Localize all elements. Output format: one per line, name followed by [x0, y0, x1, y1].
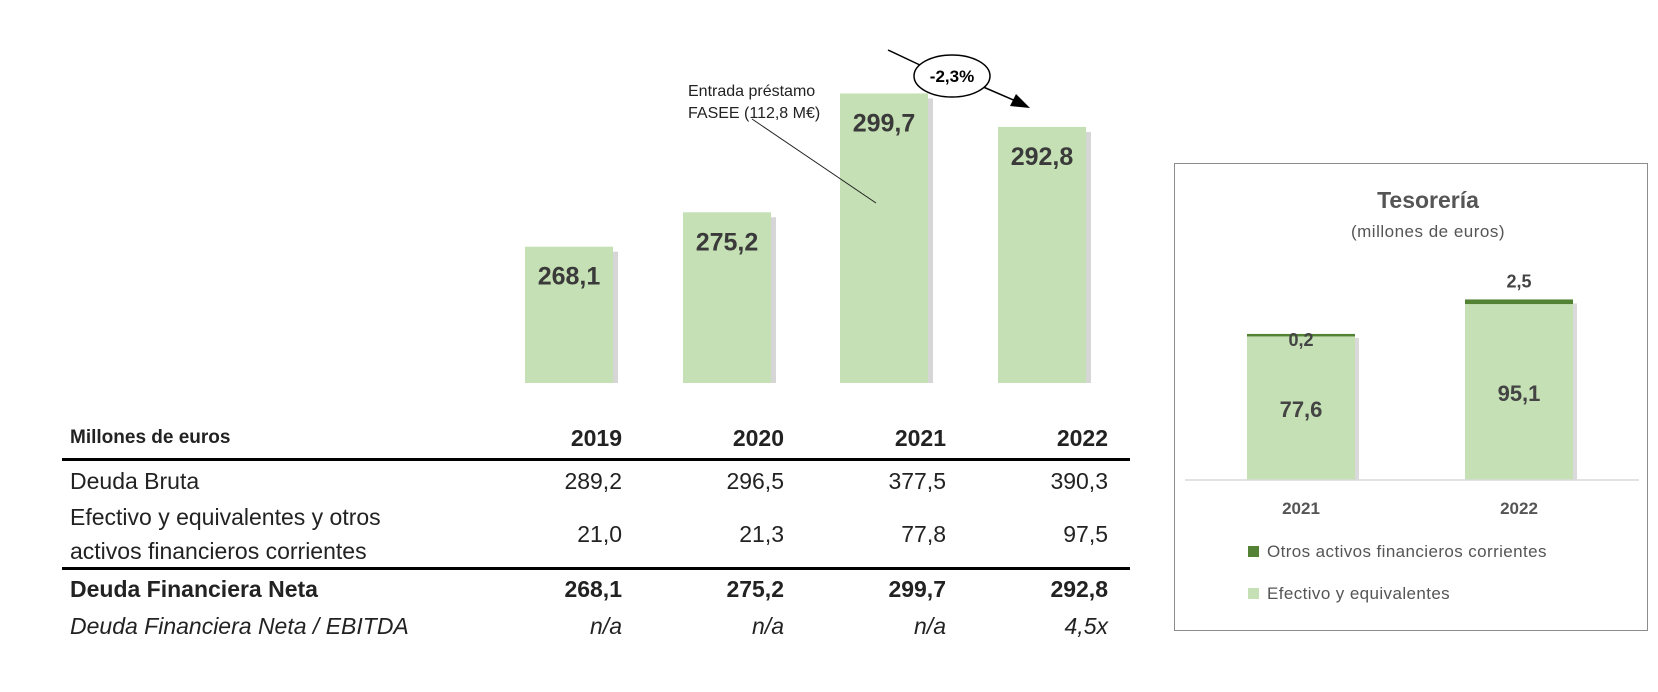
treasury-x-label-2021: 2021: [1282, 499, 1320, 518]
gross-debt-2021: 377,5: [888, 467, 946, 494]
legend-swatch-other-assets: [1248, 546, 1259, 557]
table-row-gross-debt: Deuda Bruta 289,2 296,5 377,5 390,3: [62, 461, 1130, 501]
change-arrow-line: [980, 85, 1019, 103]
net-debt-label: Deuda Financiera Neta: [70, 575, 318, 602]
treasury-title: Tesorería: [1377, 187, 1479, 213]
treasury-cash-label-2022: 95,1: [1498, 381, 1541, 406]
table-header-row: Millones de euros 2019 2020 2021 2022: [62, 418, 1130, 461]
treasury-cash-label-2021: 77,6: [1280, 397, 1323, 422]
bar-label-2021: 299,7: [853, 109, 916, 137]
ratio-label: Deuda Financiera Neta / EBITDA: [70, 612, 409, 639]
legend-swatch-cash: [1248, 588, 1259, 599]
treasury-cash-bar-2022: [1465, 304, 1573, 480]
change-arrowhead: [1010, 94, 1030, 108]
cash-2019: 21,0: [577, 520, 622, 547]
bar-label-2019: 268,1: [538, 263, 601, 291]
gross-debt-2022: 390,3: [1050, 467, 1108, 494]
net-debt-2022: 292,8: [1050, 575, 1108, 602]
year-header-2020: 2020: [732, 424, 784, 451]
cash-2021: 77,8: [901, 520, 946, 547]
net-debt-2019: 268,1: [564, 575, 622, 602]
loan-note-line2: FASEE (112,8 M€): [688, 105, 820, 122]
legend-label-other-assets: Otros activos financieros corrientes: [1267, 542, 1547, 561]
table-header-label: Millones de euros: [70, 427, 231, 448]
bar-label-2020: 275,2: [696, 228, 759, 256]
ratio-2022: 4,5x: [1064, 612, 1108, 639]
treasury-other-label-2022: 2,5: [1506, 271, 1531, 291]
net-debt-2020: 275,2: [726, 575, 784, 602]
year-header-2022: 2022: [1056, 424, 1108, 451]
year-header-2021: 2021: [894, 424, 946, 451]
treasury-bars-group: 77,6 0,2 2021 95,1 2,5 2022: [1247, 271, 1577, 518]
ratio-2019: n/a: [590, 612, 622, 639]
main-bars-group: 268,1 275,2 299,7 292,8: [525, 93, 1091, 384]
treasury-cash-bar-2021: [1247, 336, 1355, 480]
treasury-chart-panel: Tesorería (millones de euros) 77,6 0,2 202…: [1174, 163, 1648, 631]
ratio-2020: n/a: [752, 612, 784, 639]
table-row-cash: Efectivo y equivalentes y otros activos …: [62, 501, 1130, 570]
change-bubble: [913, 54, 991, 98]
change-arrow-tail: [887, 49, 923, 67]
bar-2021: [840, 93, 928, 383]
loan-note-line1: Entrada préstamo: [688, 83, 815, 100]
cash-2020: 21,3: [739, 520, 784, 547]
net-debt-table: Millones de euros 2019 2020 2021 2022 De…: [62, 418, 1130, 644]
treasury-other-bar-2021: [1247, 333, 1355, 337]
bar-2022: [998, 126, 1086, 384]
legend-label-cash: Efectivo y equivalentes: [1267, 584, 1450, 603]
bar-label-2022: 292,8: [1011, 143, 1074, 171]
treasury-x-label-2022: 2022: [1500, 499, 1538, 518]
treasury-other-bar-2022: [1465, 299, 1573, 305]
table-row-net-debt: Deuda Financiera Neta 268,1 275,2 299,7 …: [62, 570, 1130, 608]
cash-2022: 97,5: [1063, 520, 1108, 547]
cash-label-line2: activos financieros corrientes: [70, 538, 367, 564]
gross-debt-label: Deuda Bruta: [70, 467, 200, 494]
loan-note-leader-line: [751, 118, 877, 204]
change-label: -2,3%: [930, 67, 974, 86]
year-header-2019: 2019: [570, 424, 622, 451]
table-row-ratio: Deuda Financiera Neta / EBITDA n/a n/a n…: [62, 608, 1130, 644]
cash-label-line1: Efectivo y equivalentes y otros: [70, 504, 381, 530]
bar-2019: [525, 246, 613, 383]
treasury-subtitle: (millones de euros): [1351, 222, 1505, 241]
net-debt-2021: 299,7: [888, 575, 946, 602]
cash-label: Efectivo y equivalentes y otros activos …: [62, 500, 460, 568]
treasury-chart: Tesorería (millones de euros) 77,6 0,2 202…: [1185, 187, 1639, 603]
ratio-2021: n/a: [914, 612, 946, 639]
treasury-other-label-2021: 0,2: [1288, 330, 1313, 350]
gross-debt-2020: 296,5: [726, 467, 784, 494]
net-debt-bar-chart: 268,1 275,2 299,7 292,8 Entrada préstamo FA…: [525, 49, 1091, 384]
gross-debt-2019: 289,2: [564, 467, 622, 494]
bar-2020: [683, 212, 771, 383]
